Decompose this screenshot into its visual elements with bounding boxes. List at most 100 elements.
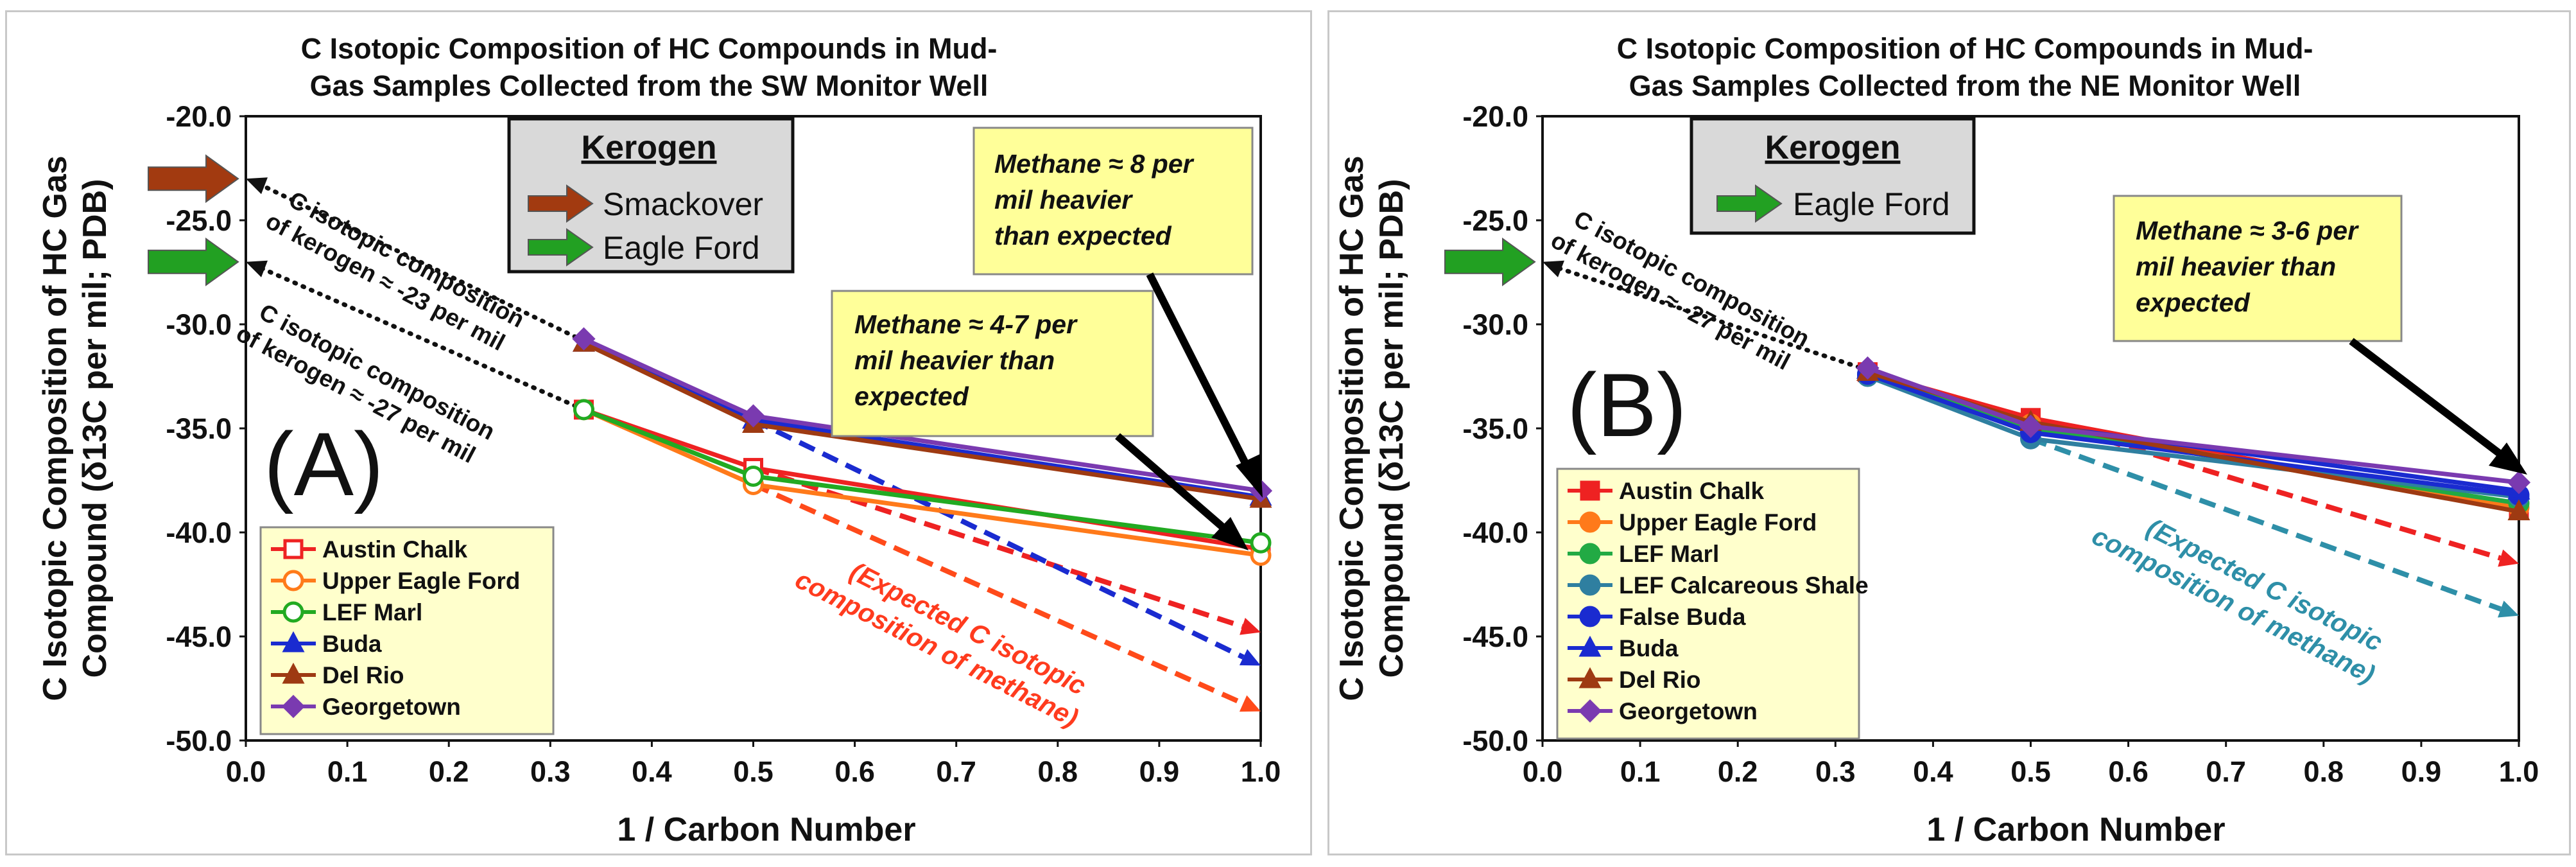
chart-b-note-3-6-per-mil: Methane ≈ 3-6 per mil heavier than expec… xyxy=(2113,195,2403,342)
note2-line1: Methane ≈ 4-7 per xyxy=(854,310,1078,339)
series-marker-6 xyxy=(2507,499,2530,521)
chart-a-panel-letter: (A) xyxy=(264,414,384,514)
chart-panel-a: C Isotopic Composition of HC Compounds i… xyxy=(5,10,1312,855)
kerogen-arrow-icon xyxy=(148,237,239,286)
chart-a-x-axis-title: 1 / Carbon Number xyxy=(617,811,915,848)
chart-b-series xyxy=(1856,356,2531,521)
chart-b-kerogen-item-1: Eagle Ford xyxy=(1793,186,1950,222)
chart-a-kerogen-item-1: Smackover xyxy=(603,186,763,222)
chart-a-note-8-per-mil: Methane ≈ 8 per mil heavier than expecte… xyxy=(972,127,1254,276)
series-marker-2 xyxy=(573,399,594,421)
legend-marker-2 xyxy=(282,601,304,623)
y-tick-label: -20.0 xyxy=(166,100,232,133)
legend-marker-2 xyxy=(1579,543,1601,565)
kerogen-dotted-line xyxy=(256,181,586,344)
kerogen-dotted-line xyxy=(1553,265,1870,372)
chart-a-x-ticks: 0.0 0.1 0.2 0.3 0.4 0.5 0.6 0.7 0.8 0.9 1.0 xyxy=(226,740,1281,788)
x-tick-label: 0.7 xyxy=(2206,755,2246,788)
x-tick-label: 0.7 xyxy=(936,755,976,788)
y-axis-title-line1: C Isotopic Composition of HC Gas xyxy=(1333,155,1370,701)
legend-marker-4 xyxy=(282,662,305,684)
chart-b-kerogen-arrows xyxy=(1444,237,1536,286)
note1-line1: Methane ≈ 8 per xyxy=(994,149,1195,179)
y-tick-label: -50.0 xyxy=(166,724,232,757)
x-tick-label: 1.0 xyxy=(1241,755,1281,788)
legend-marker-6 xyxy=(1578,667,1602,688)
legend-label-3: LEF Calcareous Shale xyxy=(1619,572,1869,599)
chart-a-note-4-7-per-mil: Methane ≈ 4-7 per mil heavier than expec… xyxy=(831,290,1154,437)
chart-a-svg: C Isotopic Composition of HC Compounds i… xyxy=(37,32,1281,848)
kerogen-line-arrowhead xyxy=(246,260,268,277)
note-b-line1: Methane ≈ 3-6 per xyxy=(2136,216,2359,245)
legend-marker-0 xyxy=(1580,480,1600,501)
expected-dashed-line xyxy=(2030,436,2502,612)
expected-line-arrowhead xyxy=(2498,549,2519,567)
legend-label-6: Del Rio xyxy=(1619,667,1700,693)
expected-line-arrowhead xyxy=(1239,695,1261,712)
legend-marker-3 xyxy=(1579,574,1601,596)
x-tick-label: 0.3 xyxy=(1815,755,1856,788)
legend-label-7: Georgetown xyxy=(1619,698,1758,724)
chart-b-kerogen-legend: Kerogen Eagle Ford xyxy=(1690,117,1976,235)
note-b-line3: expected xyxy=(2136,288,2251,317)
legend-label-1: Upper Eagle Ford xyxy=(1619,509,1817,536)
chart-a-series xyxy=(572,327,1273,566)
y-tick-label: -40.0 xyxy=(1462,516,1528,549)
legend-label-0: Austin Chalk xyxy=(1619,478,1765,504)
y-tick-label: -50.0 xyxy=(1462,724,1528,757)
legend-label-1: Upper Eagle Ford xyxy=(322,568,520,594)
series-marker-7 xyxy=(2507,471,2531,495)
x-tick-label: 0.6 xyxy=(834,755,875,788)
chart-a-y-axis-title: C Isotopic Composition of HC Gas Compound… xyxy=(37,155,114,701)
note1-line3: than expected xyxy=(994,221,1172,250)
chart-b-pointer-arrow xyxy=(2349,338,2527,475)
chart-a-kerogen-lines xyxy=(246,177,586,412)
kerogen-line-arrowhead xyxy=(1543,260,1564,277)
legend-marker-5 xyxy=(1578,635,1602,657)
y-tick-label: -30.0 xyxy=(166,308,232,341)
legend-label-2: LEF Marl xyxy=(322,599,422,626)
chart-a-kerogen-item-2: Eagle Ford xyxy=(603,230,760,266)
y-axis-title-line2: Compound (δ13C per mil; PDB) xyxy=(76,179,114,678)
legend-label-2: LEF Marl xyxy=(1619,541,1719,567)
chart-b-svg: C Isotopic Composition of HC Compounds i… xyxy=(1333,32,2539,848)
y-tick-label: -45.0 xyxy=(1462,620,1528,653)
y-axis-title-line1: C Isotopic Composition of HC Gas xyxy=(37,155,74,701)
eagle-ford-arrow-icon xyxy=(528,228,594,267)
chart-b-x-axis-title: 1 / Carbon Number xyxy=(1926,811,2225,848)
expected-dashed-line xyxy=(752,417,1245,660)
note2-line3: expected xyxy=(854,381,969,411)
y-tick-label: -35.0 xyxy=(166,412,232,445)
x-tick-label: 0.2 xyxy=(1718,755,1758,788)
x-tick-label: 0.6 xyxy=(2108,755,2148,788)
y-tick-label: -25.0 xyxy=(1462,204,1528,237)
y-tick-label: -30.0 xyxy=(1462,308,1528,341)
kerogen-dotted-line xyxy=(256,265,586,412)
legend-label-5: Georgetown xyxy=(322,694,461,720)
chart-b-y-ticks: -20.0 -25.0 -30.0 -35.0 -40.0 -45.0 -50.0 xyxy=(1462,100,1543,757)
x-tick-label: 0.8 xyxy=(2304,755,2344,788)
chart-a-kerogen-legend: Kerogen Smackover Eagle Ford xyxy=(507,117,795,274)
y-axis-title-line2: Compound (δ13C per mil; PDB) xyxy=(1373,179,1410,678)
chart-a-title-line2: Gas Samples Collected from the SW Monito… xyxy=(310,69,989,102)
chart-b-title-line2: Gas Samples Collected from the NE Monito… xyxy=(1629,69,2301,102)
x-tick-label: 0.0 xyxy=(226,755,266,788)
eagle-ford-arrow-icon xyxy=(1716,184,1783,223)
chart-a-kerogen-heading: Kerogen xyxy=(582,129,717,166)
expected-line-arrowhead xyxy=(1239,649,1261,666)
kerogen-arrow-icon xyxy=(148,154,239,204)
expected-dashed-line xyxy=(752,482,1245,706)
series-marker-7 xyxy=(1856,356,1880,380)
x-tick-label: 0.5 xyxy=(733,755,774,788)
kerogen-arrow-icon xyxy=(1444,237,1536,286)
chart-a-y-ticks: -20.0 -25.0 -30.0 -35.0 -40.0 -45.0 -50.0 xyxy=(166,100,246,757)
legend-label-4: False Buda xyxy=(1619,604,1746,630)
x-tick-label: 0.3 xyxy=(530,755,571,788)
chart-panel-b: C Isotopic Composition of HC Compounds i… xyxy=(1327,10,2571,855)
x-tick-label: 0.9 xyxy=(2401,755,2442,788)
y-tick-label: -40.0 xyxy=(166,516,232,549)
note-b-line2: mil heavier than xyxy=(2136,252,2336,281)
chart-b-legend: Austin Chalk Upper Eagle Ford LEF Marl LEF … xyxy=(1556,468,1869,740)
series-marker-7 xyxy=(2019,414,2043,438)
x-tick-label: 0.4 xyxy=(1913,755,1953,788)
